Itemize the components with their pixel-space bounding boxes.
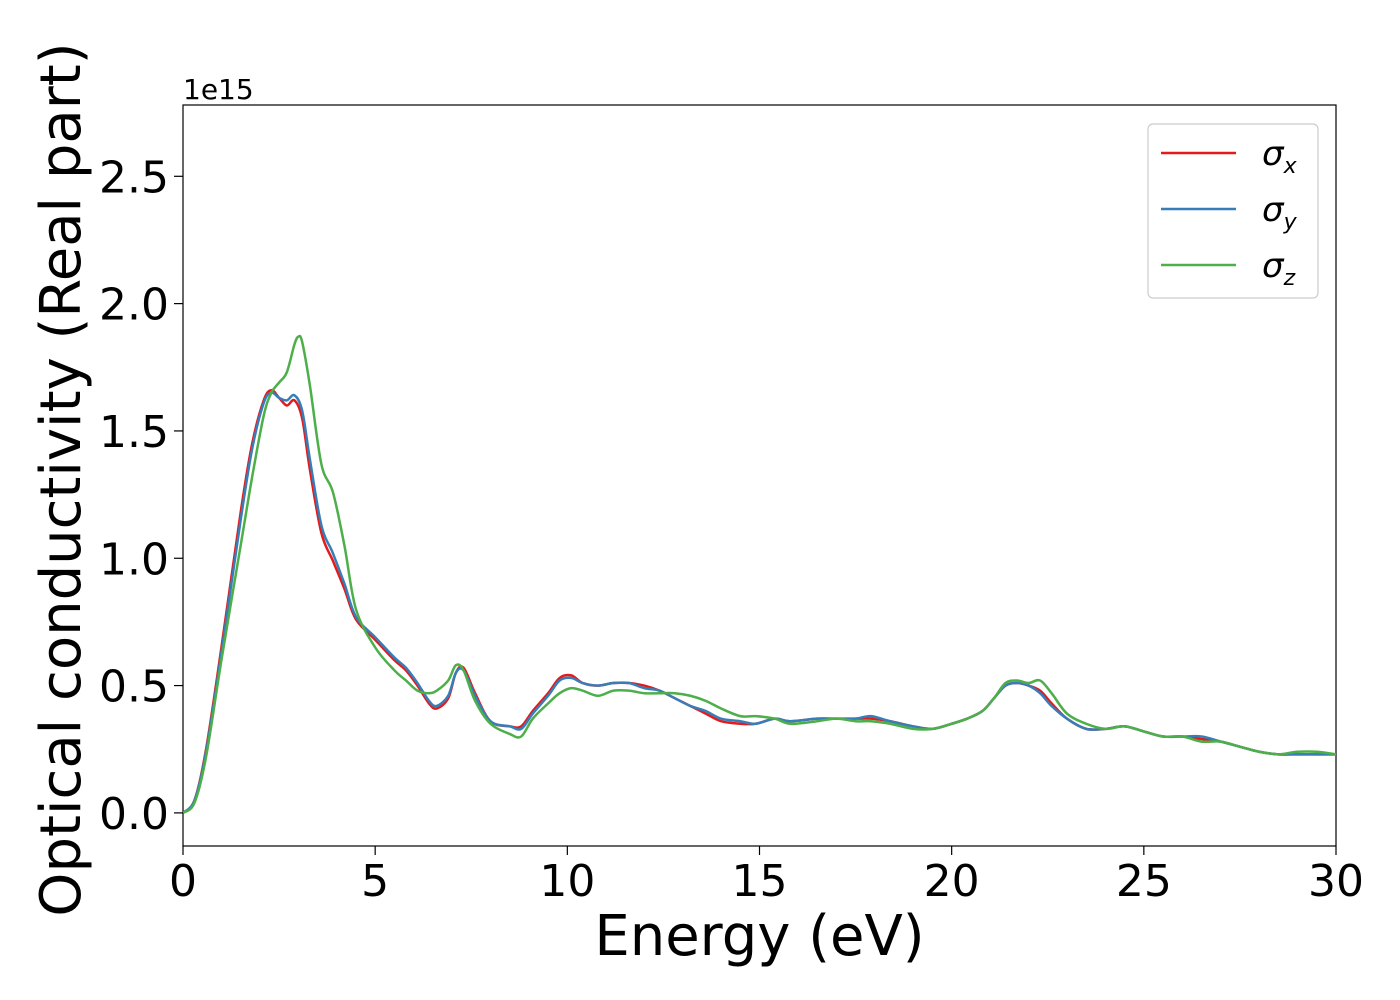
legend-label-y: σy	[1262, 190, 1298, 235]
y-axis-ticks: 0.0 0.5 1.0 1.5 2.0 2.5	[99, 152, 183, 840]
y-tick-label: 1.5	[99, 407, 169, 458]
y-axis-offset-label: 1e15	[183, 73, 254, 106]
y-tick-label: 1.0	[99, 534, 169, 585]
series-line-z	[183, 334, 1336, 814]
legend: σx σy σz	[1147, 123, 1319, 299]
x-tick-label: 25	[1116, 856, 1172, 907]
series-line-y	[183, 391, 1336, 814]
series-lines	[183, 334, 1336, 814]
x-tick-label: 0	[169, 856, 197, 907]
y-tick-label: 2.5	[99, 152, 169, 203]
y-tick-label: 2.0	[99, 280, 169, 331]
x-tick-label: 15	[732, 856, 788, 907]
x-tick-label: 20	[924, 856, 980, 907]
legend-box	[1147, 123, 1319, 299]
x-tick-label: 10	[539, 856, 595, 907]
x-tick-label: 5	[361, 856, 389, 907]
x-tick-label: 30	[1308, 856, 1364, 907]
legend-label-z: σz	[1262, 246, 1296, 291]
y-axis-title: Optical conductivity (Real part)	[29, 42, 94, 916]
legend-label-x: σx	[1262, 134, 1298, 179]
x-axis-ticks: 0 5 10 15 20 25 30	[169, 846, 1364, 907]
y-tick-label: 0.5	[99, 662, 169, 713]
y-tick-label: 0.0	[99, 789, 169, 840]
x-axis-title: Energy (eV)	[594, 904, 924, 969]
